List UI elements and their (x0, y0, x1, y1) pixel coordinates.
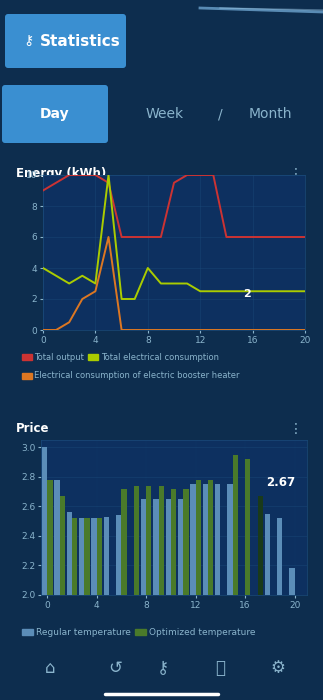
Bar (171, 489, 176, 595)
Text: ⓘ: ⓘ (215, 659, 225, 677)
Text: Energy (kWh): Energy (kWh) (16, 167, 106, 180)
Bar (227, 484, 233, 595)
Bar (233, 455, 238, 595)
Text: ↺: ↺ (108, 659, 122, 677)
Text: /: / (218, 107, 222, 121)
Text: ⚷: ⚷ (23, 34, 33, 48)
Text: ⌂: ⌂ (45, 659, 55, 677)
Bar (245, 459, 250, 595)
Bar (67, 512, 72, 595)
Bar (265, 514, 270, 595)
Bar (54, 480, 59, 595)
Bar (134, 486, 139, 595)
Bar (166, 499, 171, 595)
Bar (72, 518, 77, 595)
Bar (59, 496, 65, 595)
Bar (42, 447, 47, 595)
Bar (79, 518, 84, 595)
Bar (146, 486, 151, 595)
Bar (91, 518, 97, 595)
Text: Week: Week (146, 107, 184, 121)
Text: Price: Price (16, 422, 49, 435)
Bar (277, 518, 282, 595)
Bar (141, 499, 146, 595)
Bar (47, 480, 53, 595)
Bar (183, 489, 189, 595)
Bar (116, 515, 121, 595)
Text: ⋮: ⋮ (289, 422, 303, 436)
Bar (159, 486, 164, 595)
Text: 2: 2 (244, 289, 251, 300)
Bar (84, 518, 89, 595)
Bar (178, 499, 183, 595)
Bar (208, 480, 214, 595)
Text: ⚷: ⚷ (157, 659, 169, 677)
Bar (289, 568, 295, 595)
Bar (257, 496, 263, 595)
Text: ⋮: ⋮ (289, 167, 303, 181)
Text: ⚙: ⚙ (271, 659, 286, 677)
Bar (196, 480, 201, 595)
Legend: Regular temperature, Optimized temperature: Regular temperature, Optimized temperatu… (19, 624, 259, 640)
Text: Day: Day (40, 107, 70, 121)
Bar (121, 489, 127, 595)
Bar (153, 499, 159, 595)
FancyBboxPatch shape (2, 85, 108, 143)
Bar (190, 484, 196, 595)
FancyBboxPatch shape (5, 14, 126, 68)
Text: Month: Month (248, 107, 292, 121)
Bar (104, 517, 109, 595)
Text: Statistics: Statistics (40, 34, 120, 48)
Bar (215, 484, 220, 595)
Bar (97, 518, 102, 595)
Text: 2.67: 2.67 (266, 476, 295, 489)
Bar (203, 484, 208, 595)
Legend: Electrical consumption of electric booster heater: Electrical consumption of electric boost… (18, 368, 243, 384)
